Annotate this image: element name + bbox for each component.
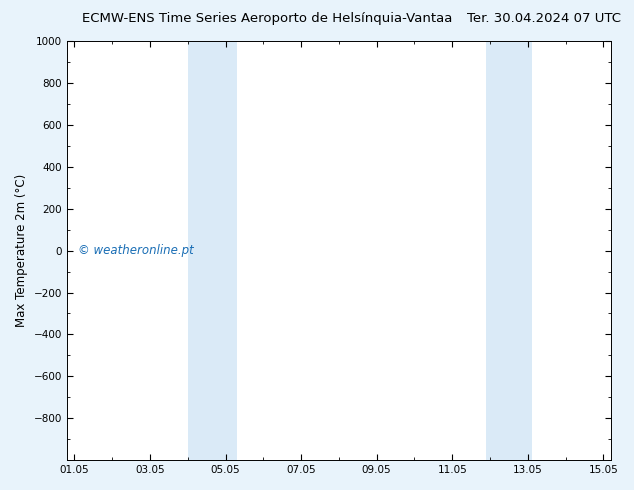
Y-axis label: Max Temperature 2m (°C): Max Temperature 2m (°C) — [15, 174, 28, 327]
Text: Ter. 30.04.2024 07 UTC: Ter. 30.04.2024 07 UTC — [467, 12, 621, 25]
Text: © weatheronline.pt: © weatheronline.pt — [78, 244, 193, 257]
Bar — [188, 41, 237, 460]
Bar — [486, 41, 531, 460]
Text: ECMW-ENS Time Series Aeroporto de Helsínquia-Vantaa: ECMW-ENS Time Series Aeroporto de Helsín… — [82, 12, 453, 25]
